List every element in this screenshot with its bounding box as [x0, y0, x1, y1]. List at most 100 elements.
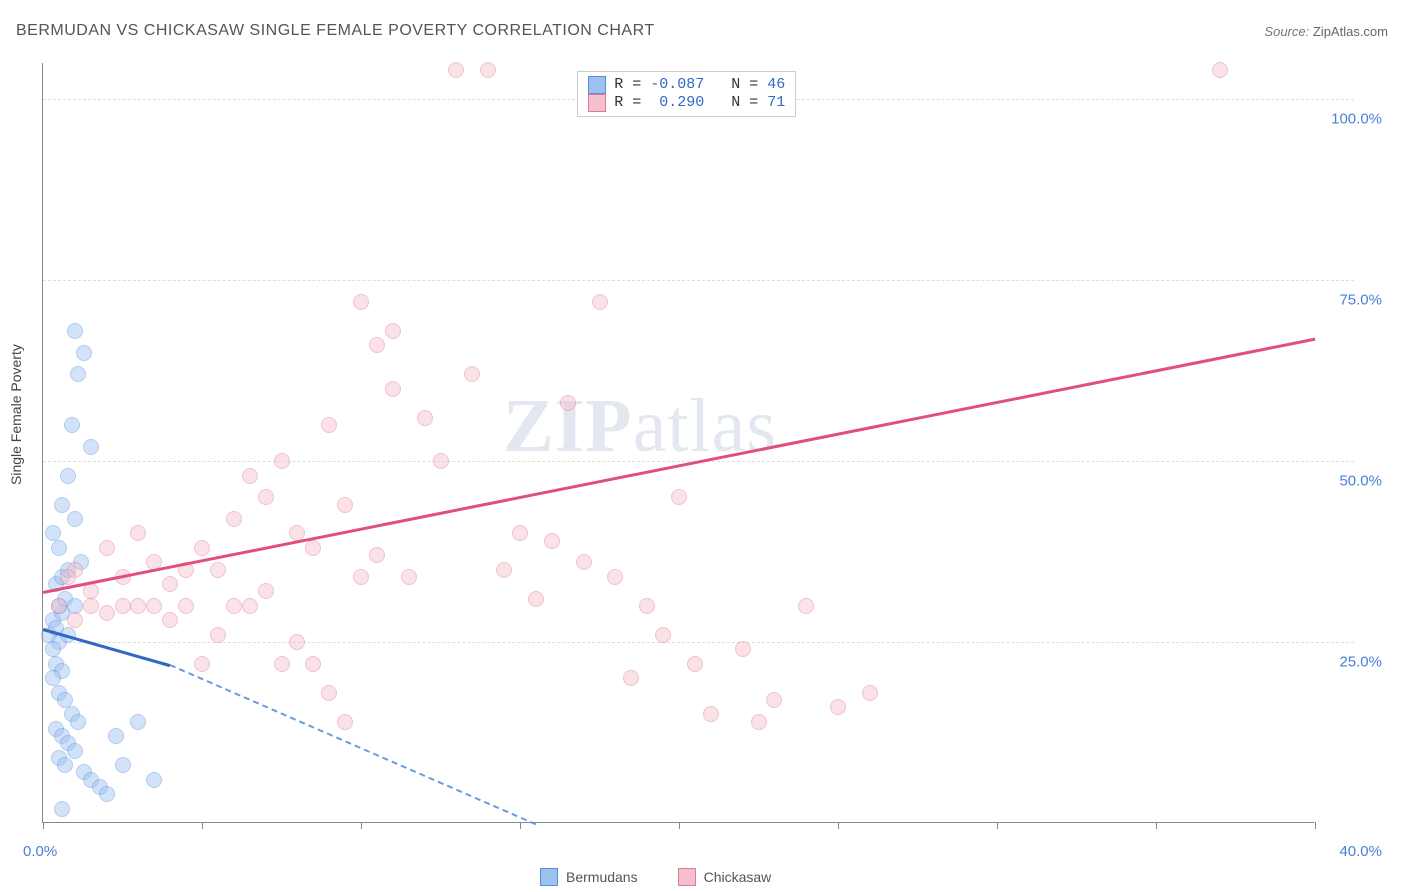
scatter-point: [321, 685, 337, 701]
scatter-point: [258, 583, 274, 599]
y-tick-label: 100.0%: [1331, 111, 1382, 128]
stats-row: R = 0.290 N = 71: [588, 94, 785, 112]
chart-container: Single Female Poverty ZIPatlas 25.0%50.0…: [0, 55, 1406, 892]
scatter-point: [130, 598, 146, 614]
watermark: ZIPatlas: [503, 383, 777, 470]
scatter-point: [766, 692, 782, 708]
scatter-point: [54, 801, 70, 817]
scatter-point: [1212, 62, 1228, 78]
scatter-point: [560, 395, 576, 411]
scatter-point: [369, 337, 385, 353]
scatter-point: [448, 62, 464, 78]
scatter-point: [178, 598, 194, 614]
scatter-point: [258, 489, 274, 505]
scatter-point: [305, 656, 321, 672]
scatter-point: [70, 366, 86, 382]
scatter-point: [798, 598, 814, 614]
legend-bottom: Bermudans Chickasaw: [540, 868, 771, 886]
scatter-point: [115, 598, 131, 614]
scatter-point: [242, 598, 258, 614]
x-tick: [202, 822, 203, 829]
scatter-point: [544, 533, 560, 549]
scatter-point: [45, 641, 61, 657]
scatter-point: [99, 540, 115, 556]
legend-label: Bermudans: [566, 869, 638, 885]
scatter-point: [337, 714, 353, 730]
scatter-point: [703, 706, 719, 722]
scatter-point: [687, 656, 703, 672]
scatter-point: [83, 598, 99, 614]
scatter-point: [83, 439, 99, 455]
y-tick-label: 50.0%: [1339, 473, 1382, 490]
y-tick-label: 25.0%: [1339, 654, 1382, 671]
watermark-atlas: atlas: [633, 384, 777, 468]
stats-box: R = -0.087 N = 46R = 0.290 N = 71: [577, 71, 796, 117]
scatter-point: [385, 323, 401, 339]
x-tick: [997, 822, 998, 829]
scatter-point: [45, 525, 61, 541]
scatter-point: [76, 345, 92, 361]
scatter-point: [162, 612, 178, 628]
scatter-point: [862, 685, 878, 701]
scatter-point: [64, 417, 80, 433]
scatter-point: [607, 569, 623, 585]
y-axis-label: Single Female Poverty: [8, 344, 24, 485]
scatter-point: [146, 598, 162, 614]
scatter-point: [210, 627, 226, 643]
x-tick: [520, 822, 521, 829]
x-tick: [838, 822, 839, 829]
scatter-point: [274, 453, 290, 469]
scatter-point: [226, 511, 242, 527]
scatter-point: [576, 554, 592, 570]
plot-area: ZIPatlas 25.0%50.0%75.0%100.0%0.0%40.0%R…: [42, 63, 1314, 823]
scatter-point: [655, 627, 671, 643]
legend-swatch: [588, 76, 606, 94]
gridline-h: [43, 642, 1354, 643]
scatter-point: [639, 598, 655, 614]
scatter-point: [51, 598, 67, 614]
x-tick: [361, 822, 362, 829]
scatter-point: [194, 540, 210, 556]
scatter-point: [512, 525, 528, 541]
scatter-point: [115, 757, 131, 773]
legend-item: Bermudans: [540, 868, 638, 886]
scatter-point: [99, 786, 115, 802]
scatter-point: [130, 714, 146, 730]
x-tick: [43, 822, 44, 829]
legend-label: Chickasaw: [704, 869, 772, 885]
stats-text: R = 0.290 N = 71: [614, 94, 785, 111]
scatter-point: [242, 468, 258, 484]
x-tick: [679, 822, 680, 829]
scatter-point: [57, 757, 73, 773]
trend-line: [43, 338, 1315, 594]
source-label: Source:: [1264, 24, 1309, 39]
scatter-point: [67, 511, 83, 527]
source-value: ZipAtlas.com: [1313, 24, 1388, 39]
scatter-point: [210, 562, 226, 578]
scatter-point: [67, 612, 83, 628]
scatter-point: [401, 569, 417, 585]
scatter-point: [496, 562, 512, 578]
scatter-point: [321, 417, 337, 433]
scatter-point: [146, 772, 162, 788]
scatter-point: [433, 453, 449, 469]
source-attribution: Source: ZipAtlas.com: [1264, 24, 1388, 39]
scatter-point: [70, 714, 86, 730]
scatter-point: [592, 294, 608, 310]
legend-swatch: [678, 868, 696, 886]
stats-row: R = -0.087 N = 46: [588, 76, 785, 94]
legend-swatch: [588, 94, 606, 112]
scatter-point: [385, 381, 401, 397]
scatter-point: [108, 728, 124, 744]
scatter-point: [528, 591, 544, 607]
scatter-point: [67, 743, 83, 759]
legend-item: Chickasaw: [678, 868, 772, 886]
y-tick-label: 75.0%: [1339, 292, 1382, 309]
scatter-point: [67, 323, 83, 339]
scatter-point: [830, 699, 846, 715]
x-tick-label: 0.0%: [23, 843, 57, 860]
stats-text: R = -0.087 N = 46: [614, 76, 785, 93]
scatter-point: [305, 540, 321, 556]
scatter-point: [60, 569, 76, 585]
scatter-point: [289, 634, 305, 650]
